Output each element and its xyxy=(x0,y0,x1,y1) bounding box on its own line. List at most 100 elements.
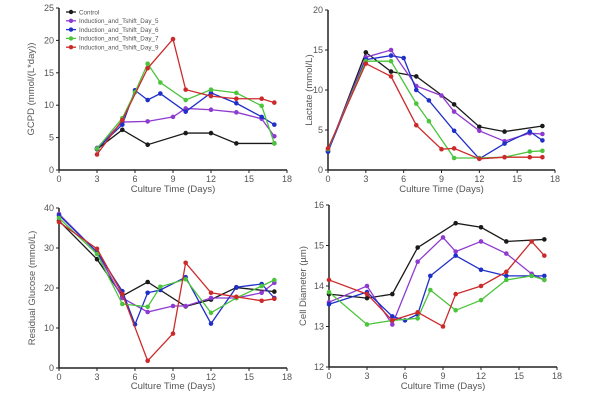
data-point xyxy=(183,130,188,136)
series-5 xyxy=(325,61,545,162)
data-point xyxy=(426,118,432,124)
chart-panel-3: 0 3 6 9 12 15 18 0 10 20 30 40 Culture Time (Days) Re… xyxy=(27,203,292,392)
data-point xyxy=(259,103,264,109)
data-point xyxy=(440,235,446,240)
y-tick-label: 15 xyxy=(44,68,54,78)
y-tick-label: 13 xyxy=(314,322,324,332)
data-point xyxy=(234,90,239,96)
data-point xyxy=(145,358,150,364)
y-tick-label: 20 xyxy=(44,283,54,293)
data-point xyxy=(388,69,394,74)
data-point xyxy=(529,273,534,279)
data-point xyxy=(451,109,457,114)
data-point xyxy=(477,128,482,134)
x-tick-label: 15 xyxy=(244,174,254,184)
data-point xyxy=(234,110,239,115)
data-point xyxy=(145,61,150,67)
data-point xyxy=(259,283,264,289)
data-point xyxy=(234,100,239,106)
y-tick-label: 0 xyxy=(318,165,323,175)
data-point xyxy=(208,87,214,92)
data-point xyxy=(451,128,457,134)
x-tick-label: 6 xyxy=(402,371,407,381)
data-point xyxy=(451,155,457,161)
data-point xyxy=(272,122,277,127)
data-point xyxy=(145,290,150,296)
data-point xyxy=(542,253,547,258)
data-point xyxy=(259,96,264,102)
data-point xyxy=(542,273,547,279)
data-point xyxy=(208,107,214,113)
data-point xyxy=(183,97,188,103)
data-point xyxy=(364,295,370,301)
data-point xyxy=(120,301,125,307)
x-axis-label: Culture Time (Days) xyxy=(131,184,215,195)
y-tick-label: 15 xyxy=(313,45,323,55)
data-point xyxy=(540,131,545,137)
x-tick-label: 3 xyxy=(94,372,99,382)
data-point xyxy=(478,297,484,303)
data-point xyxy=(540,148,545,154)
series-line xyxy=(327,49,543,151)
data-point xyxy=(272,289,277,294)
data-point xyxy=(145,65,150,71)
data-point xyxy=(453,291,458,297)
data-point xyxy=(415,310,420,315)
x-axis-label: Culture Time (Days) xyxy=(399,184,483,195)
data-point xyxy=(413,87,419,93)
data-point xyxy=(326,277,332,283)
data-point xyxy=(234,284,239,290)
legend-label: Induction_and_Tshift_Day_9 xyxy=(79,45,159,52)
series-line xyxy=(328,236,545,326)
series-line xyxy=(58,213,275,313)
series-4 xyxy=(56,215,277,316)
y-axis-label: GCPD (mmol/(L*day)) xyxy=(26,43,37,136)
data-point xyxy=(540,123,545,129)
y-tick-label: 20 xyxy=(44,35,54,45)
data-point xyxy=(259,298,264,304)
x-tick-label: 6 xyxy=(132,372,137,382)
data-point xyxy=(478,239,484,244)
x-tick-label: 18 xyxy=(552,371,562,381)
series-line xyxy=(96,37,275,155)
series-line xyxy=(328,240,545,328)
series-line xyxy=(58,220,275,308)
data-point xyxy=(183,303,188,309)
data-point xyxy=(272,134,277,139)
data-point xyxy=(94,256,100,262)
data-point xyxy=(183,106,188,111)
data-point xyxy=(158,80,163,85)
legend-swatch-marker xyxy=(68,18,74,23)
series-line xyxy=(328,222,545,299)
data-point xyxy=(145,142,150,148)
data-point xyxy=(453,253,458,258)
series-5 xyxy=(56,219,277,364)
data-point xyxy=(170,303,176,309)
data-point xyxy=(208,295,214,301)
data-point xyxy=(120,127,125,133)
x-tick-label: 12 xyxy=(206,174,216,184)
data-point xyxy=(364,283,370,289)
series-2 xyxy=(325,47,545,153)
legend-label: Control xyxy=(79,9,99,16)
legend-swatch-marker xyxy=(68,36,74,41)
data-point xyxy=(388,47,394,53)
series-line xyxy=(58,217,275,314)
y-tick-label: 15 xyxy=(314,241,324,251)
x-tick-label: 18 xyxy=(282,372,292,382)
y-tick-label: 12 xyxy=(314,362,324,372)
y-axis-label: Lactate (mmol/L) xyxy=(304,54,315,125)
legend-item: Induction_and_Tshift_Day_7 xyxy=(66,36,159,43)
data-point xyxy=(145,119,150,124)
y-tick-label: 0 xyxy=(49,363,54,373)
data-point xyxy=(502,154,507,160)
chart-panel-1: 0 3 6 9 12 15 18 0 5 10 15 20 25 Culture Time (Days) G… xyxy=(26,3,292,195)
x-tick-label: 9 xyxy=(170,372,175,382)
data-point xyxy=(120,122,125,127)
y-tick-label: 25 xyxy=(44,3,54,13)
data-point xyxy=(208,90,214,96)
data-point xyxy=(504,269,509,275)
data-point xyxy=(388,53,394,58)
data-point xyxy=(145,279,150,285)
data-point xyxy=(183,109,188,114)
